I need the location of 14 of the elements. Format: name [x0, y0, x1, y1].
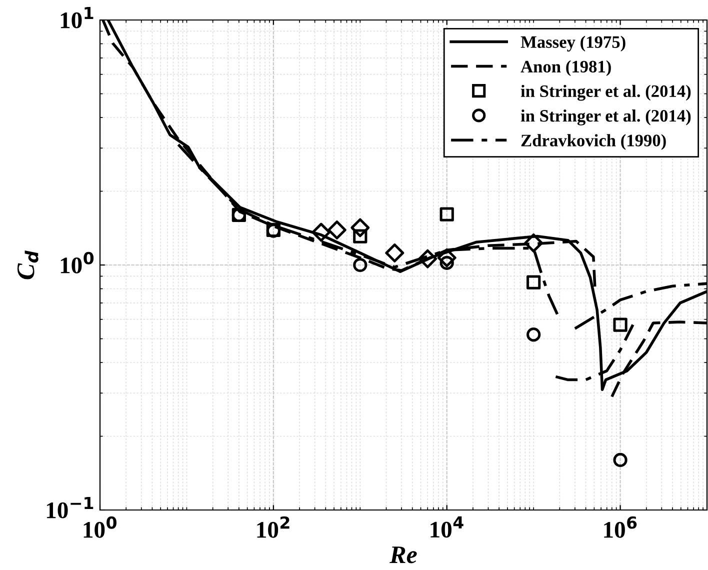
legend-label: Zdravkovich (1990): [521, 134, 666, 150]
x-tick-label: 10$^{0}$: [84, 516, 116, 538]
legend-label: in Stringer et al. (2014): [520, 84, 691, 101]
legend-label: in Stringer et al. (2014): [520, 110, 691, 126]
x-axis-title: Re: [390, 546, 417, 564]
x-tick-label: 10$^{4}$: [430, 516, 464, 538]
legend-label: Massey (1975): [520, 36, 626, 52]
x-tick-label: 10$^{2}$: [257, 516, 290, 538]
y-tick-label: 10$^{1}$: [60, 6, 94, 28]
x-tick-label: 10$^{6}$: [604, 516, 637, 538]
y-tick-label: 10$^{0}$: [60, 252, 94, 274]
legend-label: Anon (1981): [520, 60, 611, 76]
y-tick-label: 10$^{−1}$: [46, 496, 94, 518]
y-axis-title: C$_{d}$: [17, 250, 38, 280]
